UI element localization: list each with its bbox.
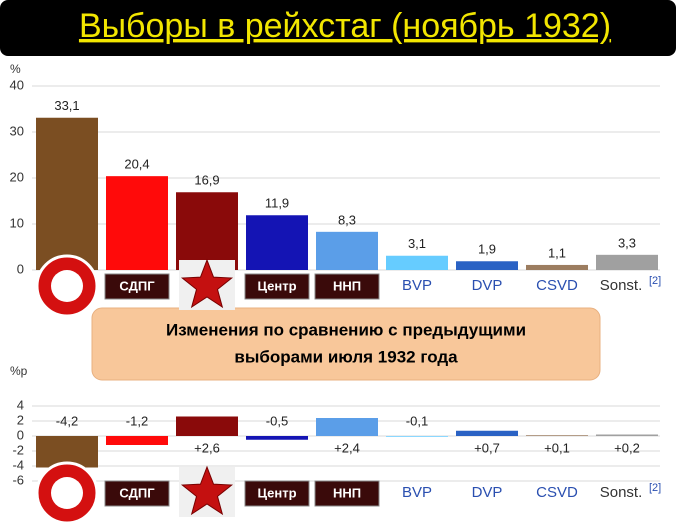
bar [456, 430, 518, 436]
y-tick-label: 2 [17, 412, 24, 427]
party-emblem-inner [51, 270, 83, 302]
bar [176, 416, 238, 436]
note-line: выборами июля 1932 года [234, 347, 458, 366]
x-tick-label: ННП [333, 278, 361, 293]
note-line: Изменения по сравнению с предыдущими [166, 320, 526, 339]
y-tick-label: 40 [10, 77, 24, 92]
bar [246, 436, 308, 440]
y-tick-label: -6 [12, 472, 24, 487]
y-axis-label: %p [10, 364, 28, 378]
x-tick-label: Центр [257, 485, 296, 500]
footnote-mark: [2] [649, 275, 661, 287]
bar [386, 255, 448, 270]
x-tick-label: DVP [472, 277, 503, 294]
label-box [104, 480, 170, 507]
title: Выборы в рейхстаг (ноябрь 1932) [79, 7, 611, 45]
x-tick-label: CSVD [536, 277, 578, 294]
label-box [314, 480, 380, 507]
value-label: 11,9 [265, 196, 289, 211]
bar [526, 264, 588, 270]
y-tick-label: 4 [17, 397, 24, 412]
value-label: 3,3 [618, 235, 636, 250]
x-tick-label: ННП [333, 485, 361, 500]
value-label: +2,6 [194, 440, 220, 455]
x-tick-label: DVP [472, 484, 503, 501]
bar [456, 261, 518, 270]
value-label: -1,2 [126, 413, 148, 428]
x-tick-label: Центр [257, 278, 296, 293]
y-tick-label: 20 [10, 169, 24, 184]
y-tick-label: 0 [17, 261, 24, 276]
bar [386, 436, 448, 437]
y-tick-label: -4 [12, 457, 24, 472]
y-tick-label: 10 [10, 215, 24, 230]
bar [526, 435, 588, 436]
y-axis-label: % [10, 62, 21, 76]
party-emblem-inner [51, 477, 83, 509]
value-label: 8,3 [338, 212, 356, 227]
x-tick-label: Sonst. [600, 277, 643, 294]
title-banner [0, 0, 676, 56]
label-box [104, 273, 170, 300]
label-box [244, 273, 310, 300]
bar [176, 192, 238, 270]
value-label: 3,1 [408, 236, 426, 251]
bar [316, 418, 378, 436]
y-tick-label: -2 [12, 442, 24, 457]
x-tick-label: СДПГ [119, 278, 155, 293]
y-tick-label: 0 [17, 427, 24, 442]
bar [316, 231, 378, 270]
value-label: +0,2 [614, 440, 640, 455]
label-box [314, 273, 380, 300]
value-label: +0,7 [474, 440, 500, 455]
footnote-mark: [2] [649, 482, 661, 494]
bar [596, 434, 658, 436]
party-emblem [180, 465, 234, 516]
party-emblem [180, 258, 234, 309]
x-tick-label: СДПГ [119, 485, 155, 500]
x-tick-label: CSVD [536, 484, 578, 501]
bar [36, 117, 98, 271]
y-tick-label: 30 [10, 123, 24, 138]
value-label: 33,1 [54, 98, 79, 113]
value-label: 1,1 [548, 245, 566, 260]
value-label: -0,5 [266, 413, 288, 428]
value-label: -4,2 [56, 413, 78, 428]
value-label: -0,1 [406, 413, 428, 428]
x-tick-label: Sonst. [600, 484, 643, 501]
x-tick-label: BVP [402, 484, 432, 501]
note-box [91, 307, 601, 381]
bar [106, 436, 168, 445]
value-label: +2,4 [334, 440, 360, 455]
value-label: 16,9 [194, 173, 219, 188]
bar [246, 215, 308, 270]
label-box [244, 480, 310, 507]
value-label: 1,9 [478, 242, 496, 257]
bar [596, 254, 658, 270]
value-label: +0,1 [544, 440, 570, 455]
bar [106, 176, 168, 270]
value-label: 20,4 [124, 157, 149, 172]
x-tick-label: BVP [402, 277, 432, 294]
